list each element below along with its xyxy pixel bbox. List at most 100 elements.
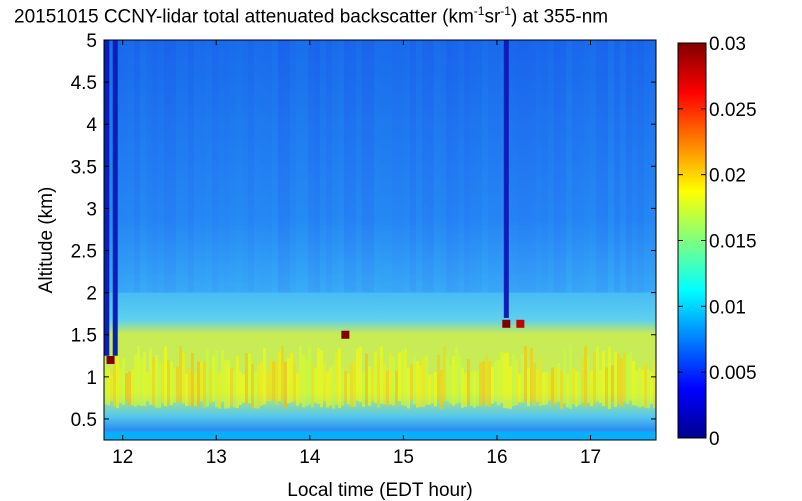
boundary-layer-streak — [557, 363, 560, 402]
upper-streak — [614, 40, 620, 293]
upper-streak — [224, 40, 230, 293]
boundary-layer-streak — [581, 358, 584, 403]
title-text-2: sr — [484, 6, 501, 28]
boundary-layer-streak — [377, 357, 380, 408]
upper-streak — [608, 40, 614, 293]
boundary-layer-streak — [590, 370, 593, 407]
boundary-layer-streak — [110, 372, 113, 402]
upper-streak — [344, 40, 350, 293]
upper-streak — [350, 40, 356, 293]
colorbar-tick-label: 0.005 — [709, 363, 757, 384]
upper-streak — [356, 40, 362, 293]
boundary-layer-streak — [413, 356, 416, 405]
boundary-layer-streak — [635, 370, 638, 406]
boundary-layer-streak — [176, 366, 179, 403]
upper-streak — [128, 40, 134, 293]
boundary-layer-streak — [242, 374, 245, 403]
boundary-layer-streak — [641, 369, 644, 407]
upper-streak — [410, 40, 416, 293]
boundary-layer-streak — [227, 360, 230, 409]
boundary-layer-streak — [440, 369, 443, 409]
upper-streak — [440, 40, 446, 293]
boundary-layer-streak — [182, 352, 185, 404]
boundary-layer-streak — [107, 367, 110, 406]
upper-streak — [272, 40, 278, 293]
colorbar-tick-label: 0.01 — [709, 297, 746, 318]
upper-streak — [458, 40, 464, 293]
boundary-layer-streak — [254, 372, 257, 409]
colorbar: 0 0.005 0.01 0.015 0.02 0.025 0.03 — [677, 34, 757, 450]
boundary-layer-streak — [386, 371, 389, 406]
boundary-layer-streak — [326, 372, 329, 408]
upper-streak — [338, 40, 344, 293]
boundary-layer-streak — [269, 360, 272, 402]
boundary-layer-streak — [296, 373, 299, 406]
upper-streak — [236, 40, 242, 293]
boundary-layer-streak — [194, 374, 197, 406]
boundary-layer-streak — [329, 367, 332, 406]
boundary-layer-streak — [398, 352, 401, 402]
boundary-layer-streak — [131, 369, 134, 406]
surface-band — [104, 431, 656, 440]
upper-streak — [602, 40, 608, 293]
boundary-layer-streak — [614, 352, 617, 408]
upper-streak — [572, 40, 578, 293]
y-tick-label: 1 — [86, 368, 97, 389]
boundary-layer-streak — [341, 368, 344, 406]
boundary-layer-streak — [437, 354, 440, 401]
upper-streak — [284, 40, 290, 293]
boundary-layer-streak — [485, 354, 488, 406]
upper-streak — [122, 40, 128, 293]
upper-streak — [470, 40, 476, 293]
cloud-feature — [516, 319, 525, 328]
boundary-layer-streak — [407, 367, 410, 409]
y-axis-label: Altitude (km) — [36, 187, 57, 294]
colorbar-tick-label: 0.03 — [709, 34, 746, 55]
upper-streak — [266, 40, 272, 293]
upper-streak — [362, 40, 368, 293]
plot-frame — [103, 39, 657, 441]
boundary-layer-streak — [545, 372, 548, 405]
boundary-layer-streak — [206, 348, 209, 407]
boundary-layer-streak — [308, 346, 311, 405]
cloud-feature — [106, 356, 115, 364]
x-tick-label: 13 — [206, 447, 227, 468]
upper-streak — [260, 40, 266, 293]
upper-streak — [290, 40, 296, 293]
upper-streak — [578, 40, 584, 293]
boundary-layer-streak — [173, 367, 176, 403]
boundary-layer-streak — [149, 348, 152, 405]
boundary-layer-streak — [521, 354, 524, 403]
upper-streak — [320, 40, 326, 293]
upper-streak — [512, 40, 518, 293]
y-tick-label: 3.5 — [71, 157, 97, 178]
boundary-layer-streak — [161, 362, 164, 404]
boundary-layer-streak — [371, 370, 374, 402]
boundary-layer-streak — [611, 365, 614, 402]
boundary-layer-streak — [236, 356, 239, 409]
colorbar-tick-label: 0.015 — [709, 232, 757, 253]
boundary-layer-streak — [608, 346, 611, 409]
boundary-layer-streak — [113, 362, 116, 407]
upper-streak — [146, 40, 152, 293]
upper-streak — [308, 40, 314, 293]
boundary-layer-streak — [185, 374, 188, 407]
upper-streak — [278, 40, 284, 293]
boundary-layer-streak — [116, 355, 119, 409]
boundary-layer-streak — [278, 351, 281, 402]
boundary-layer-streak — [584, 346, 587, 407]
boundary-layer-streak — [353, 360, 356, 407]
boundary-layer-streak — [155, 355, 158, 408]
boundary-layer-streak — [332, 364, 335, 409]
boundary-layer-streak — [653, 359, 656, 409]
upper-streak — [326, 40, 332, 293]
boundary-layer-streak — [500, 351, 503, 404]
boundary-layer-streak — [302, 354, 305, 408]
boundary-layer-streak — [629, 351, 632, 401]
boundary-layer-streak — [146, 372, 149, 402]
low-signal-column — [112, 40, 118, 356]
upper-streak — [596, 40, 602, 293]
boundary-layer-streak — [476, 371, 479, 407]
upper-streak — [392, 40, 398, 293]
